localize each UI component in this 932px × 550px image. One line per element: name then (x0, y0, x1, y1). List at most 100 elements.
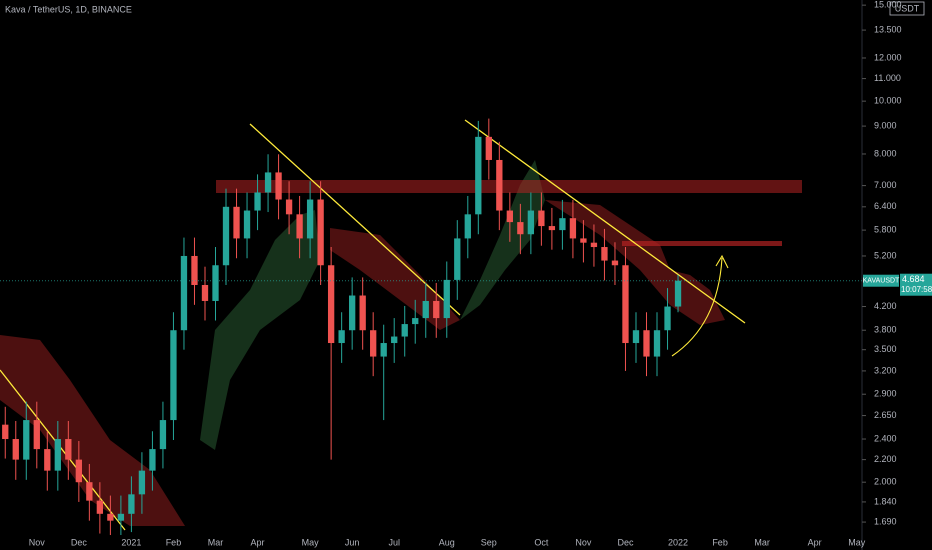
x-tick-label: May (302, 537, 320, 547)
candle-body (149, 449, 156, 471)
candle-body (569, 218, 577, 239)
y-tick-label: 7.000 (874, 180, 897, 190)
candle-body (580, 238, 587, 243)
candle-body (601, 247, 608, 261)
y-tick-label: 12.000 (874, 52, 902, 62)
candle-body (506, 210, 513, 223)
candle-body (33, 420, 40, 450)
x-tick-label: Mar (208, 537, 224, 547)
y-tick-label: 10.000 (874, 96, 902, 106)
candle-body (107, 513, 114, 521)
candle-body (422, 300, 429, 319)
candle-body (96, 500, 104, 514)
y-tick-label: 11.000 (874, 73, 901, 83)
candle-body (285, 199, 293, 215)
x-tick-label: May (848, 537, 866, 547)
x-tick-label: Oct (534, 537, 549, 547)
y-tick-label: 2.200 (874, 454, 897, 464)
candle-body (159, 420, 167, 450)
candle-body (296, 214, 303, 239)
y-tick-label: 2.650 (874, 410, 897, 420)
candle-body (264, 172, 272, 193)
y-tick-label: 1.690 (874, 516, 897, 526)
candle-body (517, 222, 524, 235)
countdown: 10:07:58 (901, 285, 932, 294)
candle-body (75, 459, 82, 483)
y-tick-label: 3.200 (874, 365, 897, 375)
candle-body (632, 330, 640, 344)
y-tick-label: 13.500 (874, 24, 902, 34)
candle-body (2, 424, 9, 440)
y-tick-label: 5.800 (874, 224, 897, 234)
candle-body (201, 284, 209, 301)
candle-body (370, 330, 377, 357)
price-tag (900, 273, 932, 296)
currency: USDT (895, 3, 920, 13)
y-tick-label: 15.000 (874, 0, 902, 10)
last-price-label: 4.684 (902, 274, 925, 284)
candle-body (611, 260, 619, 266)
candle-body (86, 482, 93, 501)
candle-body (548, 226, 556, 231)
candle-body (65, 439, 72, 460)
trend-line (249, 123, 461, 316)
candle-body (653, 330, 661, 357)
candle-body (527, 210, 535, 235)
x-tick-label: Dec (71, 537, 88, 547)
y-tick-label: 3.800 (874, 325, 897, 335)
candle-body (117, 513, 125, 521)
candle-body (433, 300, 440, 319)
candle-body (317, 199, 324, 266)
y-tick-label: 4.200 (874, 301, 897, 311)
candle-body (212, 265, 219, 301)
arrow-head (715, 254, 729, 269)
candle-body (54, 439, 61, 471)
candle-body (349, 295, 356, 331)
candle-body (401, 324, 408, 337)
candle-body (443, 279, 450, 319)
trend-line (0, 369, 126, 531)
x-tick-label: Feb (712, 537, 728, 547)
resistance-zone (216, 180, 802, 193)
x-tick-label: Apr (808, 537, 822, 547)
candle-body (170, 330, 177, 421)
candle-body (138, 470, 146, 495)
x-tick-label: Jun (345, 537, 360, 547)
candle-body (674, 280, 682, 307)
chart-title: Kava / TetherUS, 1D, BINANCE (5, 4, 132, 14)
candle-body (327, 265, 335, 344)
candle-body (44, 449, 51, 471)
candle-body (664, 306, 671, 331)
candle-body (590, 242, 598, 248)
candle-body (180, 255, 188, 331)
x-tick-label: Nov (575, 537, 592, 547)
candle-body (391, 336, 398, 344)
x-tick-label: Feb (166, 537, 182, 547)
y-tick-label: 2.000 (874, 477, 897, 487)
cloud-bullish (460, 160, 545, 320)
candle-body (12, 439, 19, 460)
y-tick-label: 1.840 (874, 496, 897, 506)
y-tick-label: 6.400 (874, 201, 897, 211)
candle-body (128, 494, 135, 514)
x-tick-label: 2021 (121, 537, 141, 547)
candle-body (454, 238, 461, 280)
projection-arrow (671, 257, 723, 357)
x-tick-label: Dec (617, 537, 634, 547)
resistance-zone (622, 241, 782, 246)
candle-body (243, 210, 251, 239)
x-tick-label: Aug (439, 537, 455, 547)
currency-box[interactable] (889, 1, 925, 16)
x-tick-label: Mar (754, 537, 770, 547)
candle-body (338, 330, 345, 344)
candle-body (464, 214, 471, 239)
y-tick-label: 9.000 (874, 120, 897, 130)
symbol-tag (863, 274, 899, 287)
y-tick-label: 5.200 (874, 250, 897, 260)
y-tick-label: 3.500 (874, 344, 897, 354)
candle-body (191, 255, 198, 285)
y-tick-label: 2.400 (874, 433, 897, 443)
x-tick-label: Nov (29, 537, 46, 547)
candle-body (275, 172, 282, 200)
